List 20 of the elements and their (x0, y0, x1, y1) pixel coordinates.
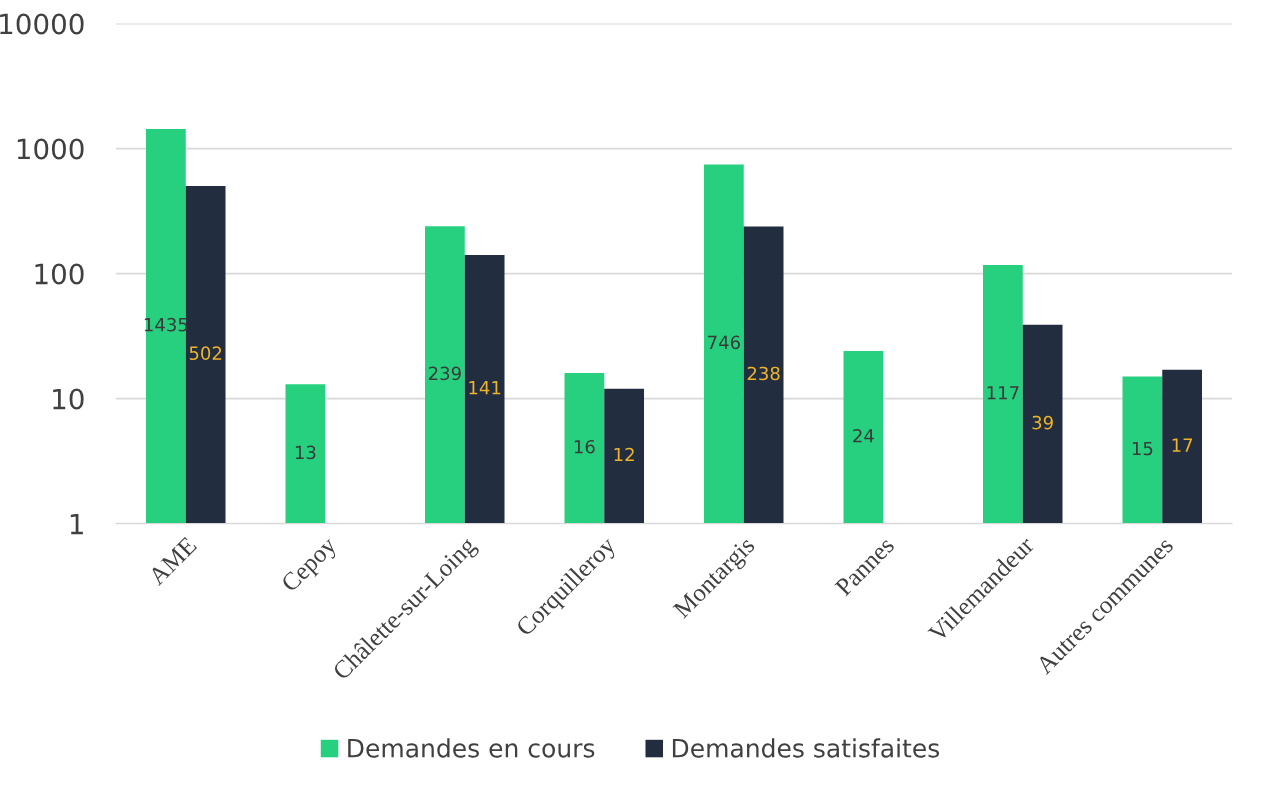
data-label: 239 (428, 366, 461, 381)
legend-label: Demandes en cours (348, 738, 595, 758)
data-label: 746 (708, 335, 740, 350)
data-label: 15 (1132, 441, 1153, 456)
data-label: 502 (189, 346, 222, 361)
y-tick-label: 10 (53, 388, 84, 410)
data-label: 17 (1172, 438, 1193, 452)
data-label: 12 (614, 447, 634, 462)
data-label: 117 (987, 386, 1019, 400)
data-label: 141 (469, 381, 501, 395)
legend-label: Demandes satisfaites (672, 738, 940, 758)
data-label: 238 (747, 366, 780, 381)
y-tick-label: 10000 (0, 13, 84, 35)
data-label: 16 (574, 439, 595, 454)
data-label: 13 (295, 445, 316, 460)
y-tick-label: 1000 (17, 138, 84, 160)
data-label: 39 (1032, 415, 1053, 430)
y-tick-label: 100 (35, 263, 84, 285)
y-tick-label: 1 (70, 513, 83, 535)
data-label: 24 (853, 428, 874, 443)
